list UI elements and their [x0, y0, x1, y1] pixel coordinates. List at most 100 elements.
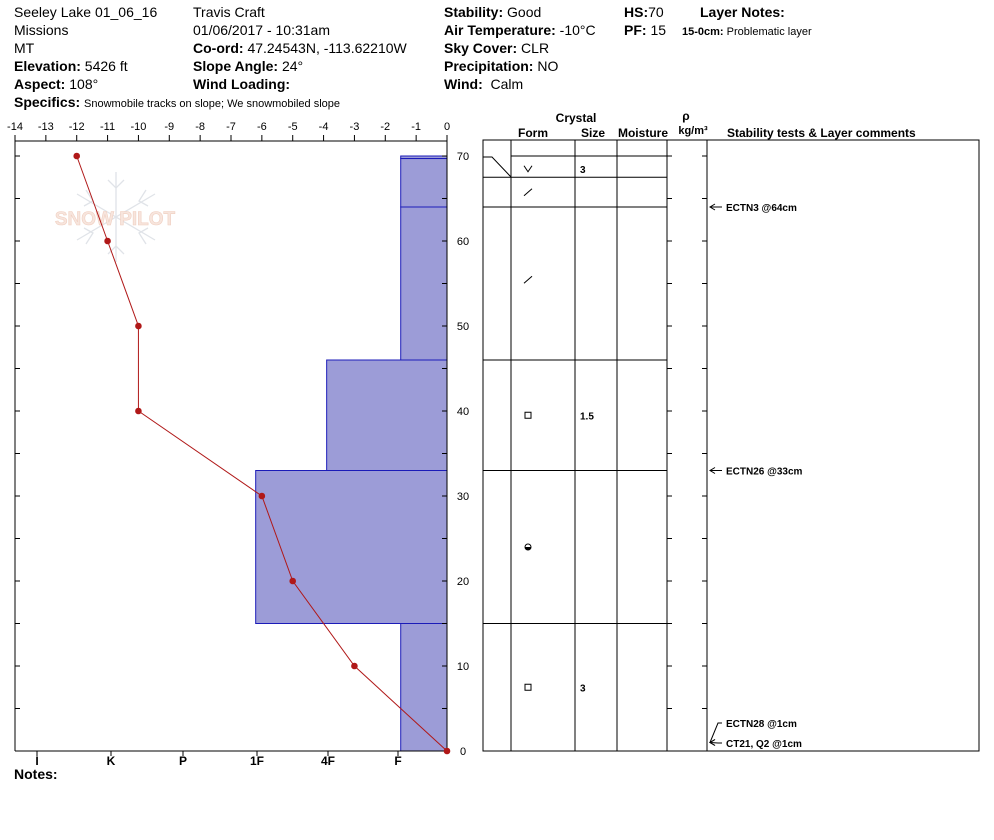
- temperature-point: [73, 152, 81, 160]
- temperature-plot-frame: -14 -13 -12 -11 -10 -9 -8 -7 -6 -5 -4 -3 -2 -1 0010203…: [7, 121, 469, 768]
- hardness-label: 4F: [321, 754, 335, 768]
- slope-value: 24°: [281, 58, 304, 74]
- precipitation-particle-icon: [523, 165, 533, 173]
- notes: Notes:: [14, 766, 58, 782]
- sky-label: Sky Cover:: [444, 40, 518, 56]
- rho-units-header: kg/m³: [678, 125, 708, 137]
- rounding-faceted-icon-fill: [525, 547, 531, 550]
- hardness-label: I: [35, 754, 38, 768]
- layer-note-depth: 15-0cm:: [682, 26, 724, 38]
- slope-angle: Slope Angle: 24°: [193, 58, 303, 74]
- wind-loading: Wind Loading:: [193, 76, 290, 92]
- stability-arrowhead: [709, 467, 716, 474]
- crystal-header: Crystal: [556, 111, 597, 125]
- temperature-line: [76, 155, 448, 752]
- table-frame: [482, 139, 980, 752]
- temp-tick-label: -9: [164, 121, 174, 133]
- stability-header: Stability tests & Layer comments: [727, 126, 916, 140]
- crystal-size: 3: [580, 683, 586, 694]
- depth-tick-label: 0: [460, 746, 466, 758]
- snowpilot-watermark: SNOW PILOT: [55, 172, 176, 262]
- coord-value: 47.24543N, -113.62210W: [247, 40, 407, 56]
- elevation: Elevation: 5426 ft: [14, 58, 128, 74]
- stability-test-label: ECTN26 @33cm: [726, 467, 803, 478]
- specifics: Specifics: Snowmobile tracks on slope; W…: [14, 94, 340, 112]
- layer-table: Crystal Form Size Moisture ρ kg/m³ Stability t…: [482, 109, 980, 752]
- temperature-point: [135, 407, 142, 415]
- stability: Stability: Good: [444, 4, 541, 20]
- moisture-header: Moisture: [618, 126, 668, 140]
- stability-arrow: [709, 742, 722, 744]
- elevation-value: 5426 ft: [84, 58, 128, 74]
- temp-tick-label: -14: [7, 121, 23, 133]
- sky-value: CLR: [521, 40, 550, 56]
- sky-cover: Sky Cover: CLR: [444, 40, 549, 56]
- depth-tick-label: 70: [457, 151, 469, 163]
- air-temperature: Air Temperature: -10°C: [444, 22, 596, 38]
- wind-loading-label: Wind Loading:: [193, 76, 291, 92]
- precip-value: NO: [537, 58, 559, 74]
- pf-value: 15: [650, 22, 667, 38]
- temperature-point: [351, 662, 358, 670]
- stability-value: Good: [507, 4, 542, 20]
- crystal-size: 1.5: [580, 411, 594, 422]
- depth-tick-label: 10: [457, 661, 469, 673]
- hardness-layer-4: [255, 470, 448, 624]
- temp-tick-label: -6: [257, 121, 267, 133]
- temp-tick-label: -10: [130, 121, 146, 133]
- air-temp-label: Air Temperature:: [444, 22, 556, 38]
- connector-top: [483, 156, 512, 178]
- air-temp-value: -10°C: [559, 22, 596, 38]
- hs-value: 70: [648, 4, 664, 20]
- hs-label: HS:: [624, 4, 649, 20]
- specifics-value: Snowmobile tracks on slope; We snowmobil…: [84, 98, 341, 110]
- aspect-label: Aspect:: [14, 76, 66, 92]
- pf-label: PF:: [624, 22, 647, 38]
- temp-tick-label: 0: [444, 121, 450, 133]
- coord-label: Co-ord:: [193, 40, 244, 56]
- crystal-size: 3: [580, 165, 586, 176]
- layer-notes-title: Layer Notes:: [700, 4, 785, 20]
- temperature-point: [443, 747, 451, 755]
- temp-tick-label: -2: [380, 121, 390, 133]
- stability-label: Stability:: [444, 4, 504, 20]
- depth-tick-label: 30: [457, 491, 469, 503]
- stability-test-label: CT21, Q2 @1cm: [726, 739, 802, 750]
- hardness-profile: [255, 155, 448, 752]
- stability-test-label: ECTN3 @64cm: [726, 203, 797, 214]
- temp-tick-label: -11: [100, 121, 115, 133]
- rho-header: ρ: [682, 109, 689, 123]
- temp-tick-label: -7: [226, 121, 236, 133]
- pf: PF: 15: [624, 22, 666, 38]
- depth-tick-label: 60: [457, 236, 469, 248]
- temp-tick-label: -3: [350, 121, 360, 133]
- temp-tick-label: -12: [69, 121, 85, 133]
- watermark-text: SNOW PILOT: [55, 209, 176, 230]
- location: Seeley Lake 01_06_16: [14, 4, 158, 20]
- temp-tick-label: -4: [319, 121, 329, 133]
- range: Missions: [14, 22, 69, 38]
- hardness-layer-2: [400, 206, 448, 361]
- state: MT: [14, 40, 35, 56]
- temp-tick-label: -13: [38, 121, 54, 133]
- form-header: Form: [518, 126, 548, 140]
- hardness-label: 1F: [250, 754, 264, 768]
- hardness-layer-1: [400, 158, 448, 208]
- hardness-label: K: [107, 754, 116, 768]
- faceted-crystal-icon: [524, 411, 532, 419]
- stability-arrowhead: [709, 203, 716, 211]
- precipitation: Precipitation: NO: [444, 58, 558, 74]
- hardness-label: P: [179, 754, 187, 768]
- stability-arrow: [709, 722, 722, 743]
- stability-arrowhead: [709, 739, 716, 746]
- hs: HS:70: [624, 4, 664, 20]
- hardness-layer-3: [326, 359, 448, 471]
- layer-note: 15-0cm: Problematic layer: [682, 24, 812, 40]
- temperature-point: [135, 322, 142, 330]
- layer-note-text: Problematic layer: [726, 26, 812, 38]
- temp-tick-label: -1: [411, 121, 421, 133]
- specifics-label: Specifics:: [14, 94, 81, 110]
- wind-label: Wind:: [444, 76, 483, 92]
- aspect: Aspect: 108°: [14, 76, 98, 92]
